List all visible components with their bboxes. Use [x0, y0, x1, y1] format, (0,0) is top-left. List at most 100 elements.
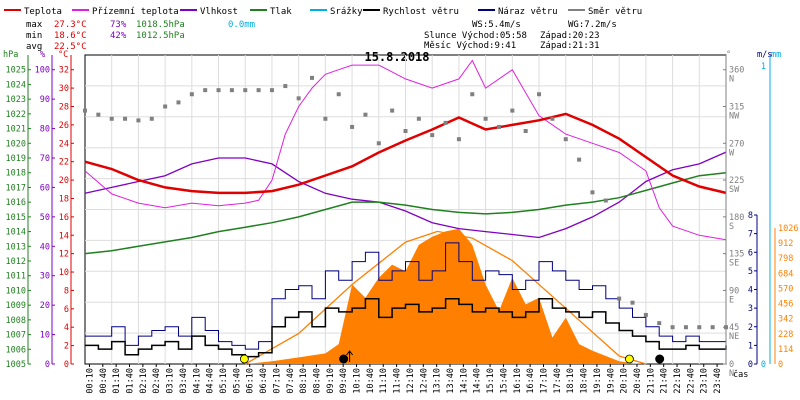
x-tick-label: 06:10	[246, 368, 256, 394]
wind-direction-tick-sublabel: N	[729, 75, 734, 85]
humidity-tick-label: 70	[40, 154, 50, 164]
solar-radiation-area	[245, 228, 646, 364]
x-tick-label: 07:40	[286, 368, 296, 394]
wind-speed-line	[85, 298, 727, 358]
stats-min-press: 1012.5hPa	[136, 31, 185, 41]
stats-avg-label: avg	[26, 42, 42, 52]
stats-avg-temp: 22.5°C	[54, 42, 87, 52]
sunset-icon	[625, 354, 634, 364]
wind-direction-point	[577, 157, 582, 162]
x-tick-label: 16:10	[513, 368, 523, 394]
wind-direction-tick-label: 225	[729, 176, 744, 186]
wind-direction-tick-label: 315	[729, 103, 744, 113]
humidity-tick-label: 20	[40, 301, 50, 311]
x-tick-label: 08:40	[312, 368, 322, 394]
wind-direction-point	[109, 116, 114, 121]
wind-speed-tick-label: 3	[748, 304, 753, 314]
wind-direction-tick-sublabel: N	[729, 369, 734, 379]
solar-tick-label: 0	[778, 360, 783, 370]
wind-direction-point	[350, 124, 355, 129]
moonset-icon	[655, 354, 665, 364]
wind-direction-point	[710, 325, 715, 330]
pressure-tick-label: 1023	[6, 95, 26, 105]
humidity-tick-label: 40	[40, 242, 50, 252]
pressure-tick-label: 1008	[6, 316, 26, 326]
markers-layer	[239, 350, 665, 364]
wind-direction-tick-sublabel: S	[729, 222, 734, 232]
wind-direction-point	[403, 129, 408, 134]
info-ws: WS:5.4m/s	[472, 20, 521, 30]
x-tick-label: 21:40	[660, 368, 670, 394]
pressure-tick-label: 1025	[6, 66, 26, 76]
solar-tick-label: 684	[778, 269, 793, 279]
wind-speed-unit-label: m/s	[757, 50, 772, 60]
x-tick-label: 04:10	[192, 368, 202, 394]
humidity-line	[84, 151, 727, 239]
wind-direction-point	[617, 296, 622, 301]
x-tick-label: 02:10	[139, 368, 149, 394]
temperature-tick-label: 18	[59, 194, 69, 204]
wind-direction-point	[243, 88, 248, 93]
wind-direction-point	[643, 312, 648, 317]
x-tick-label: 09:10	[326, 368, 336, 394]
x-tick-label: 03:40	[179, 368, 189, 394]
wind-speed-tick-label: 6	[748, 248, 753, 258]
x-tick-label: 01:40	[126, 368, 136, 394]
wind-direction-point	[269, 88, 274, 93]
pressure-tick-label: 1006	[6, 345, 26, 355]
stats-block: max 27.3°C 73% 1018.5hPa 0.0mm min 18.6°…	[26, 20, 255, 52]
x-tick-label: 05:40	[232, 368, 242, 394]
wind-direction-point	[430, 133, 435, 138]
wind-direction-point	[216, 88, 221, 93]
x-tick-label: 03:10	[166, 368, 176, 394]
legend-item-0: Teplota	[24, 7, 62, 17]
wind-direction-point	[149, 116, 154, 121]
wind-direction-point	[630, 300, 635, 305]
pressure-tick-label: 1017	[6, 183, 26, 193]
moonrise-icon	[339, 354, 349, 364]
wind-direction-point	[310, 75, 315, 80]
humidity-tick-label: 50	[40, 213, 50, 223]
stats-max-hum: 73%	[110, 20, 127, 30]
x-tick-label: 01:10	[112, 368, 122, 394]
x-tick-label: 02:40	[152, 368, 162, 394]
solar-tick-label: 342	[778, 315, 793, 325]
temperature-tick-label: 16	[59, 213, 69, 223]
temperature-tick-label: 14	[59, 231, 69, 241]
rain-unit-label: mm	[771, 50, 781, 60]
pressure-tick-label: 1011	[6, 272, 26, 282]
wind-direction-point	[256, 88, 261, 93]
stats-max-rain: 0.0mm	[228, 20, 255, 30]
ground-temperature-line	[84, 59, 727, 241]
wind-direction-point	[456, 137, 461, 142]
humidity-tick-label: 10	[40, 331, 50, 341]
x-tick-label: 20:40	[633, 368, 643, 394]
pressure-tick-label: 1007	[6, 331, 26, 341]
x-tick-label: 14:10	[459, 368, 469, 394]
wind-direction-point	[189, 92, 194, 97]
wind-direction-unit-label: °	[726, 50, 731, 60]
wind-direction-tick-sublabel: E	[729, 295, 734, 305]
x-tick-label: 07:10	[272, 368, 282, 394]
pressure-tick-label: 1010	[6, 286, 26, 296]
wind-direction-point	[390, 108, 395, 113]
wind-speed-tick-label: 4	[748, 286, 753, 296]
pressure-unit-label: hPa	[3, 50, 18, 60]
stats-min-temp: 18.6°C	[54, 31, 87, 41]
sunrise-icon	[239, 354, 249, 364]
x-tick-label: 12:10	[406, 368, 416, 394]
temperature-tick-label: 6	[64, 305, 69, 315]
wind-direction-tick-sublabel: NE	[729, 332, 739, 342]
wind-direction-point	[550, 116, 555, 121]
wind-direction-tick-label: 0	[729, 360, 734, 370]
axes-layer: 00:10 00:40 01:10 01:40 02:10 02:40 03:10 03:40…	[6, 55, 798, 394]
temperature-tick-label: 30	[59, 84, 69, 94]
x-tick-label: 05:10	[219, 368, 229, 394]
wind-direction-tick-label: 360	[729, 66, 744, 76]
solar-tick-label: 228	[778, 330, 793, 340]
x-tick-label: 04:40	[206, 368, 216, 394]
wind-direction-point	[336, 92, 341, 97]
x-tick-label: 22:10	[673, 368, 683, 394]
x-tick-label: 08:10	[299, 368, 309, 394]
wind-direction-tick-label: 270	[729, 139, 744, 149]
